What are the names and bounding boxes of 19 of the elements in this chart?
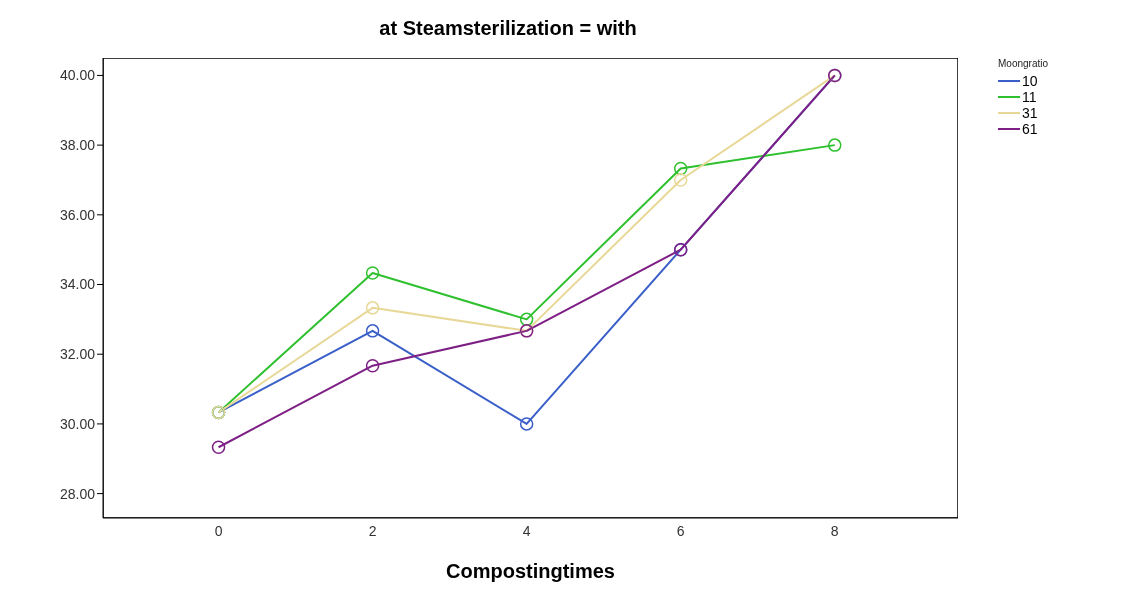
x-tick-label: 2 bbox=[368, 522, 377, 539]
x-tick-label: 0 bbox=[214, 522, 223, 539]
chart-title: at Steamsterilization = with bbox=[378, 16, 638, 41]
y-tick-label: 28.00 bbox=[59, 485, 96, 502]
legend-label: 10 bbox=[1022, 73, 1038, 89]
x-axis-title: Compostingtimes bbox=[446, 560, 615, 582]
y-tick-label: 34.00 bbox=[59, 276, 96, 293]
legend-label: 31 bbox=[1022, 105, 1038, 121]
x-tick-label: 4 bbox=[522, 522, 531, 539]
x-tick-label: 8 bbox=[830, 522, 839, 539]
x-tick-label: 6 bbox=[676, 522, 685, 539]
y-tick-label: 30.00 bbox=[59, 415, 96, 432]
y-tick-label: 38.00 bbox=[59, 137, 96, 154]
y-tick-label: 36.00 bbox=[59, 206, 96, 223]
legend-label: 61 bbox=[1022, 121, 1038, 137]
legend-label: 11 bbox=[1022, 89, 1037, 105]
y-tick-label: 40.00 bbox=[59, 67, 96, 84]
y-tick-label: 32.00 bbox=[59, 346, 96, 363]
legend-title: Moongratio bbox=[998, 58, 1050, 69]
